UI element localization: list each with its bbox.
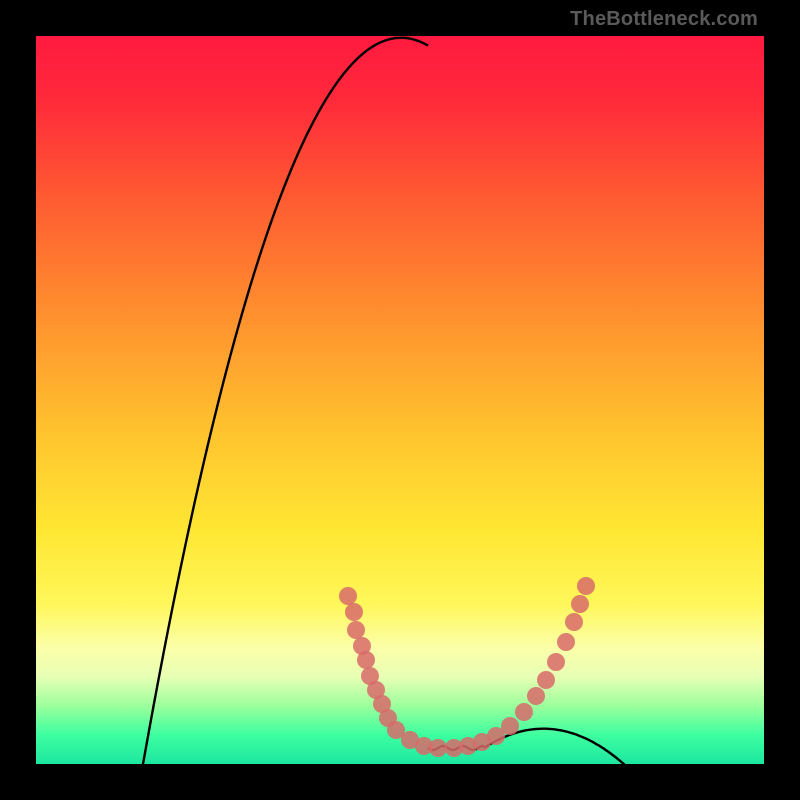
marker-dot	[571, 595, 589, 613]
bottleneck-curve	[36, 36, 764, 764]
plot-area	[36, 36, 764, 764]
marker-dot	[557, 633, 575, 651]
marker-dot	[537, 671, 555, 689]
marker-dot	[515, 703, 533, 721]
marker-dot	[339, 587, 357, 605]
marker-dot	[547, 653, 565, 671]
marker-dot	[429, 739, 447, 757]
marker-dot	[501, 717, 519, 735]
curve-path-left	[108, 38, 428, 764]
marker-dot	[347, 621, 365, 639]
marker-dot	[357, 651, 375, 669]
marker-dot	[577, 577, 595, 595]
watermark-text: TheBottleneck.com	[570, 8, 758, 31]
curve-path-right	[484, 729, 764, 764]
marker-dot	[565, 613, 583, 631]
marker-dot	[527, 687, 545, 705]
marker-dot	[345, 603, 363, 621]
